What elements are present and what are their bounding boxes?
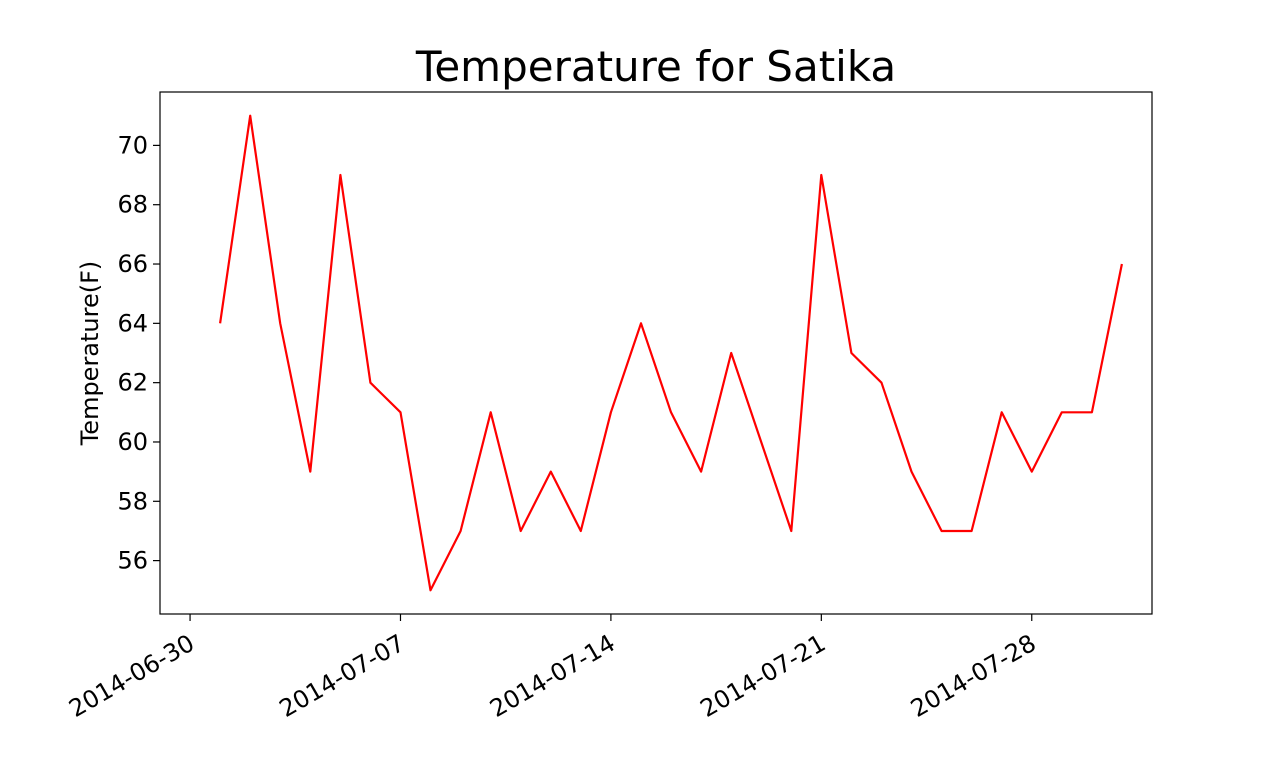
chart-title: Temperature for Satika bbox=[415, 42, 896, 91]
y-tick-label: 56 bbox=[117, 547, 148, 575]
y-tick-label: 60 bbox=[117, 428, 148, 456]
y-tick-label: 66 bbox=[117, 250, 148, 278]
y-tick-label: 68 bbox=[117, 191, 148, 219]
y-axis-label: Temperature(F) bbox=[76, 261, 104, 447]
y-axis: 56 58 60 62 64 66 68 70 bbox=[117, 131, 160, 575]
y-tick-label: 58 bbox=[117, 487, 148, 515]
x-tick-label: 2014-07-21 bbox=[696, 629, 831, 723]
x-tick-label: 2014-07-07 bbox=[275, 629, 410, 723]
x-tick-label: 2014-07-28 bbox=[906, 629, 1041, 723]
x-tick-label: 2014-07-14 bbox=[485, 629, 620, 723]
y-tick-label: 70 bbox=[117, 131, 148, 159]
series-line bbox=[219, 114, 1123, 592]
y-tick-label: 64 bbox=[117, 309, 148, 337]
y-tick-label: 62 bbox=[117, 369, 148, 397]
x-tick-label: 2014-06-30 bbox=[64, 629, 199, 723]
plot-area-frame bbox=[159, 91, 1153, 615]
x-axis: 2014-06-30 2014-07-07 2014-07-14 2014-07-21… bbox=[64, 614, 1041, 723]
series-layer bbox=[219, 114, 1123, 592]
